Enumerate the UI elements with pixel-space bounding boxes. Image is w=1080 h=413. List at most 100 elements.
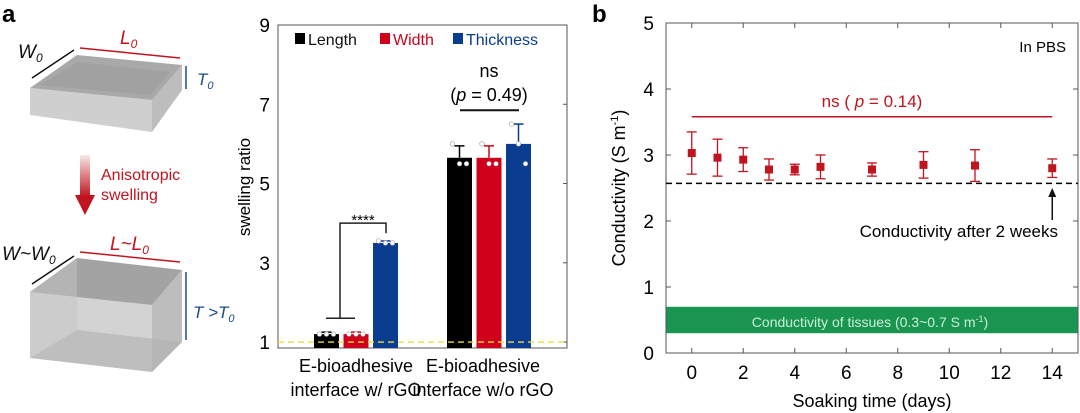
up-arrow-icon (1048, 188, 1057, 197)
bar-width (343, 334, 369, 348)
svg-text:W~W0: W~W0 (2, 244, 56, 267)
data-point (346, 331, 352, 337)
data-point (508, 121, 515, 127)
bar-thickness (373, 242, 398, 348)
data-point (515, 141, 522, 147)
arrow-label-1: Anisotropic (101, 167, 180, 184)
data-point (739, 155, 748, 164)
y-tick-label: 4 (643, 80, 654, 101)
band-main: Conductivity of tissues (0.3~0.7 S m (752, 314, 976, 330)
sig-stars: **** (351, 212, 375, 229)
data-point (687, 149, 696, 158)
x-axis-label: Soaking time (days) (792, 391, 951, 411)
svg-text:T >T0: T >T0 (193, 303, 235, 325)
y-tick-label: 0 (643, 344, 654, 365)
y-tick-label: 3 (643, 146, 654, 167)
p-rest: = 0.49) (466, 85, 528, 105)
bar-thickness (506, 143, 531, 348)
data-point (522, 161, 529, 167)
x-tick-label: 6 (841, 363, 852, 384)
ns-p: p (854, 92, 864, 111)
data-point (486, 161, 492, 167)
legend-swatch (453, 33, 463, 44)
y-tick-label: 7 (259, 95, 270, 116)
bar-length (314, 334, 339, 348)
svg-text:L0: L0 (120, 28, 138, 51)
legend-swatch (295, 33, 305, 44)
y-tick-label: 1 (643, 278, 654, 299)
data-point (360, 331, 366, 337)
data-point (493, 161, 499, 167)
legend-swatch (380, 33, 390, 44)
legend-label: Width (393, 32, 434, 49)
box-after (30, 258, 182, 372)
data-point (479, 141, 485, 147)
data-point (456, 161, 463, 167)
sig-bracket (339, 222, 387, 319)
x-tick-label: 10 (939, 363, 960, 384)
data-point (713, 153, 722, 162)
plot-frame (277, 24, 568, 349)
data-point (330, 331, 337, 337)
sig-ns: ns (479, 61, 498, 81)
ns-label: ns ( p = 0.14) (822, 92, 923, 111)
arrow-label-2: swelling (101, 187, 158, 204)
in-pbs-label: In PBS (1019, 39, 1066, 56)
category-label: E-bioadhesive (299, 356, 413, 376)
data-point (353, 331, 359, 337)
data-point (323, 331, 330, 337)
panel-a-label: a (2, 1, 16, 28)
y-tick-label: 2 (643, 212, 654, 233)
data-point (765, 165, 773, 174)
ns-pre: ns ( (822, 92, 855, 111)
data-point (971, 161, 979, 170)
data-point (868, 165, 876, 174)
data-point (382, 240, 389, 246)
data-point (463, 161, 470, 167)
band-label: Conductivity of tissues (0.3~0.7 S m-1) (752, 314, 988, 330)
x-tick-label: 2 (738, 363, 749, 384)
p-value: (p = 0.49) (450, 85, 528, 105)
category-label: E-bioadhesive (426, 356, 540, 376)
x-tick-label: 0 (686, 363, 697, 384)
y-tick-label: 3 (259, 254, 270, 275)
y-label-main: Conductivity (S m (609, 125, 629, 266)
data-point (1048, 164, 1057, 173)
svg-text:W0: W0 (18, 42, 43, 65)
x-tick-label: 8 (892, 363, 903, 384)
panel-b-label: b (592, 1, 607, 28)
x-tick-label: 4 (789, 363, 800, 384)
data-point (449, 141, 456, 147)
data-point (375, 238, 382, 244)
swelling-diagram: W0 L0 T0 Anisotropic swelling W~W0 L~L0 … (2, 28, 235, 372)
data-point (316, 331, 323, 337)
band-end: ) (984, 314, 989, 330)
data-point (389, 240, 396, 246)
data-point (816, 162, 825, 171)
category-label: interface w/o rGO (412, 380, 553, 400)
p-open: ( (450, 85, 456, 105)
y-label-sup: -1 (609, 116, 621, 126)
svg-text:L~L0: L~L0 (110, 234, 149, 257)
after-2-weeks-label: Conductivity after 2 weeks (860, 222, 1058, 241)
y-label-end: ) (609, 110, 629, 116)
y-tick-label: 9 (259, 16, 270, 37)
category-label: interface w/ rGO (290, 380, 421, 400)
y-axis-label: swelling ratio (235, 138, 254, 236)
y-tick-label: 5 (259, 175, 270, 196)
y-tick-label: 1 (259, 333, 270, 354)
band-sup: -1 (976, 314, 984, 324)
x-tick-label: 12 (990, 363, 1011, 384)
bar-width (476, 157, 502, 348)
p-symbol: p (455, 85, 466, 105)
data-point (919, 160, 928, 169)
y-tick-label: 5 (643, 14, 654, 35)
y-axis-label: Conductivity (S m-1) (609, 110, 629, 267)
bar-length (447, 157, 472, 348)
ns-post: = 0.14) (864, 92, 922, 111)
data-point (790, 165, 799, 174)
legend-label: Thickness (466, 32, 538, 49)
